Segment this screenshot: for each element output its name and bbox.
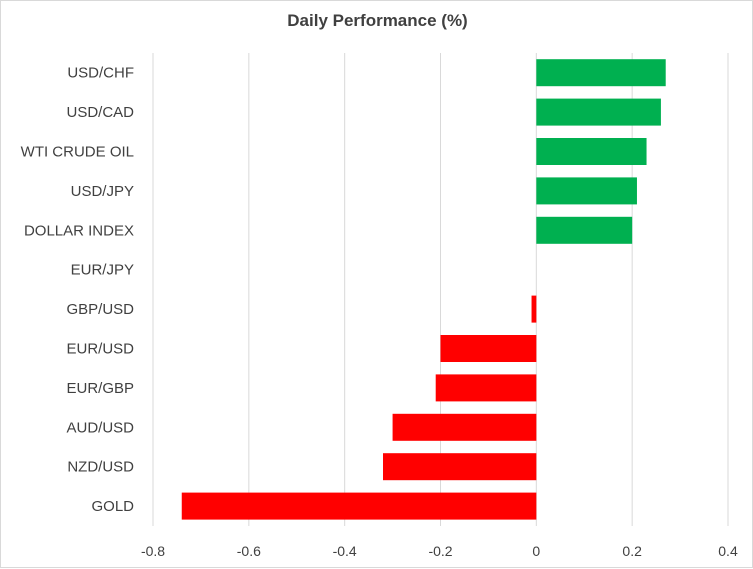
category-label: USD/JPY — [71, 183, 134, 200]
category-label: USD/CHF — [67, 65, 134, 82]
bar — [536, 98, 661, 126]
category-label: DOLLAR INDEX — [24, 222, 134, 239]
x-tick-label: 0.4 — [718, 543, 738, 559]
x-tick-label: -0.8 — [141, 543, 165, 559]
bar — [536, 138, 647, 165]
bar — [536, 216, 633, 244]
bar — [181, 492, 537, 520]
category-label: EUR/JPY — [71, 262, 134, 279]
chart-title: Daily Performance (%) — [287, 11, 468, 30]
bar — [531, 295, 537, 323]
bar — [440, 335, 537, 362]
category-label: NZD/USD — [67, 459, 134, 476]
x-tick-label: 0 — [532, 543, 540, 559]
bar — [435, 374, 537, 402]
category-label: EUR/GBP — [66, 380, 134, 397]
x-tick-label: 0.2 — [622, 543, 642, 559]
x-tick-label: -0.6 — [237, 543, 261, 559]
x-tick-labels: -0.8 -0.6 -0.4 -0.2 0 0.2 0.4 — [141, 543, 738, 559]
bar — [383, 453, 537, 481]
category-label: AUD/USD — [66, 419, 134, 436]
category-labels: USD/CHF USD/CAD WTI CRUDE OIL USD/JPY DOLLAR… — [21, 65, 135, 515]
category-label: GBP/USD — [66, 301, 134, 318]
bar — [536, 59, 666, 87]
grid-layer — [152, 53, 729, 526]
x-tick-label: -0.2 — [428, 543, 452, 559]
category-label: USD/CAD — [66, 104, 134, 121]
category-label: GOLD — [91, 498, 134, 515]
bar — [536, 177, 637, 205]
category-label: EUR/USD — [66, 341, 134, 358]
bar — [392, 413, 537, 441]
x-tick-label: -0.4 — [333, 543, 357, 559]
bar-layer — [181, 59, 666, 520]
category-label: WTI CRUDE OIL — [21, 144, 134, 161]
